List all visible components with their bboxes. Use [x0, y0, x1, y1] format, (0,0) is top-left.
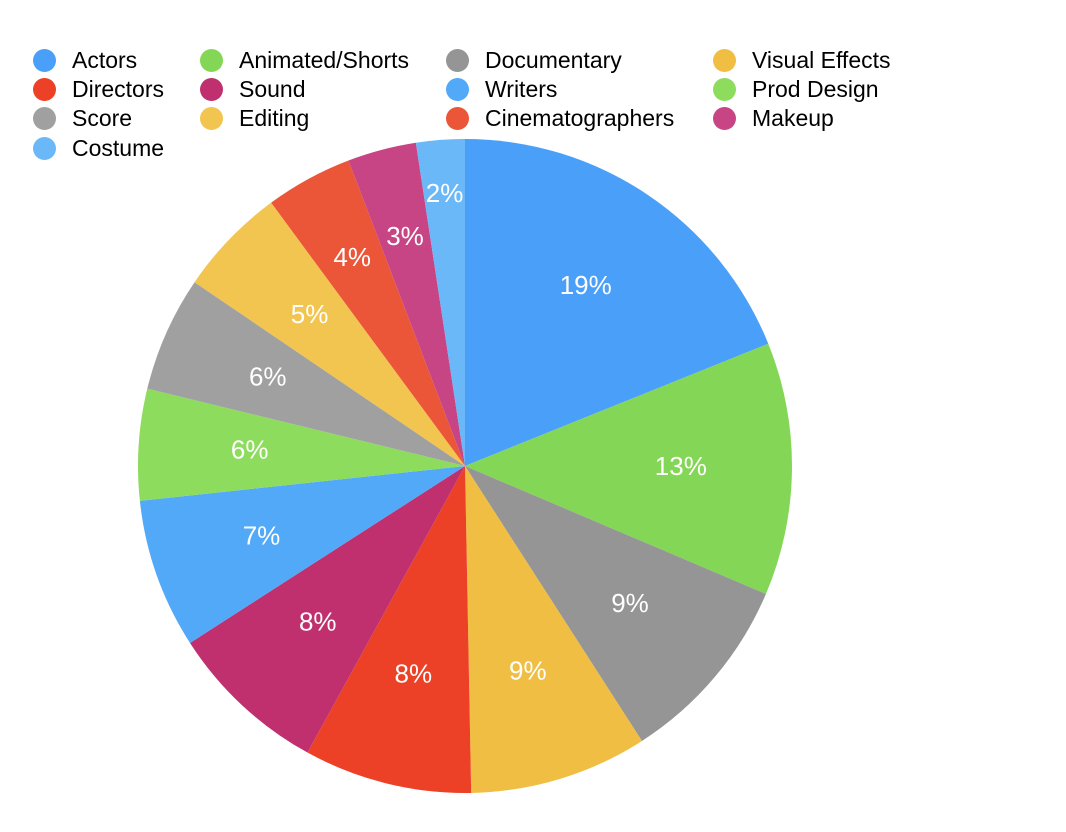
- slice-data-label: 6%: [231, 435, 269, 465]
- legend: Actors Animated/Shorts Documentary Visual E…: [0, 0, 1066, 170]
- legend-swatch-icon: [33, 106, 56, 130]
- slice-data-label: 4%: [333, 242, 371, 272]
- slice-data-label: 5%: [291, 299, 329, 329]
- legend-label: Writers: [485, 75, 558, 102]
- slice-data-label: 9%: [509, 655, 547, 685]
- legend-label: Visual Effects: [752, 46, 891, 73]
- legend-swatch-icon: [200, 48, 223, 72]
- legend-swatch-icon: [446, 77, 469, 101]
- legend-swatch-icon: [713, 48, 736, 72]
- legend-label: Actors: [72, 46, 138, 73]
- pie-slice-prod-design: [138, 388, 466, 501]
- slice-data-label: 9%: [611, 588, 649, 618]
- legend-swatch-icon: [713, 106, 736, 130]
- legend-item: Animated/Shorts: [200, 46, 409, 74]
- legend-item: Directors: [33, 75, 164, 103]
- slice-data-label: 6%: [249, 361, 287, 391]
- pie-slice-makeup: [348, 142, 465, 466]
- pie-slice-costume: [415, 139, 465, 466]
- legend-item: Documentary: [446, 46, 622, 74]
- legend-label: Score: [72, 104, 133, 131]
- legend-label: Sound: [239, 75, 306, 102]
- legend-item: Costume: [33, 134, 164, 162]
- legend-label: Editing: [239, 104, 310, 131]
- legend-item: Editing: [200, 104, 309, 132]
- legend-label: Animated/Shorts: [239, 46, 410, 73]
- legend-label: Costume: [72, 134, 165, 161]
- pie-slice-editing: [194, 202, 465, 467]
- slice-data-label: 7%: [243, 521, 281, 551]
- legend-item: Visual Effects: [713, 46, 891, 74]
- legend-swatch-icon: [200, 106, 223, 130]
- legend-item: Actors: [33, 46, 137, 74]
- slice-data-label: 2%: [426, 178, 464, 208]
- legend-item: Cinematographers: [446, 104, 674, 132]
- legend-swatch-icon: [446, 48, 469, 72]
- slice-data-label: 3%: [386, 221, 424, 251]
- pie-slice-documentary: [465, 466, 766, 741]
- legend-label: Makeup: [752, 104, 834, 131]
- legend-swatch-icon: [33, 136, 56, 160]
- legend-swatch-icon: [446, 106, 469, 130]
- legend-item: Makeup: [713, 104, 834, 132]
- slice-data-label: 13%: [655, 451, 707, 481]
- pie-slice-cinematographers: [271, 160, 465, 467]
- pie-slice-animated-shorts: [465, 343, 792, 594]
- pie-slice-actors: [465, 139, 769, 466]
- legend-label: Cinematographers: [485, 104, 675, 131]
- pie-slice-sound: [190, 466, 466, 753]
- legend-item: Writers: [446, 75, 557, 103]
- legend-item: Sound: [200, 75, 306, 103]
- legend-swatch-icon: [33, 77, 56, 101]
- legend-label: Directors: [72, 75, 165, 102]
- legend-swatch-icon: [713, 77, 736, 101]
- legend-swatch-icon: [33, 48, 56, 72]
- pie-slice-visual-effects: [465, 466, 642, 793]
- legend-item: Score: [33, 104, 132, 132]
- legend-label: Prod Design: [752, 75, 879, 102]
- legend-swatch-icon: [200, 77, 223, 101]
- pie-slice-writers: [139, 466, 465, 643]
- legend-label: Documentary: [485, 46, 622, 73]
- pie-slice-score: [147, 282, 465, 466]
- slice-data-label: 8%: [395, 658, 433, 688]
- slice-data-label: 19%: [560, 270, 612, 300]
- pie-slice-directors: [307, 466, 472, 793]
- legend-item: Prod Design: [713, 75, 879, 103]
- slice-data-label: 8%: [299, 607, 337, 637]
